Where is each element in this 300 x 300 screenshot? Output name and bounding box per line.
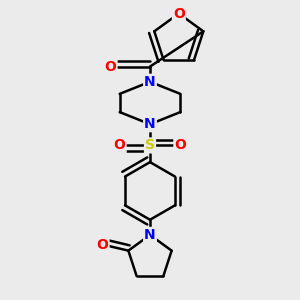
Text: O: O <box>174 139 186 152</box>
Text: O: O <box>105 60 116 74</box>
Text: N: N <box>144 75 156 89</box>
Text: N: N <box>144 117 156 131</box>
Text: O: O <box>97 238 109 252</box>
Text: O: O <box>173 7 185 20</box>
Text: S: S <box>145 139 155 152</box>
Text: N: N <box>144 228 156 242</box>
Text: O: O <box>114 139 126 152</box>
